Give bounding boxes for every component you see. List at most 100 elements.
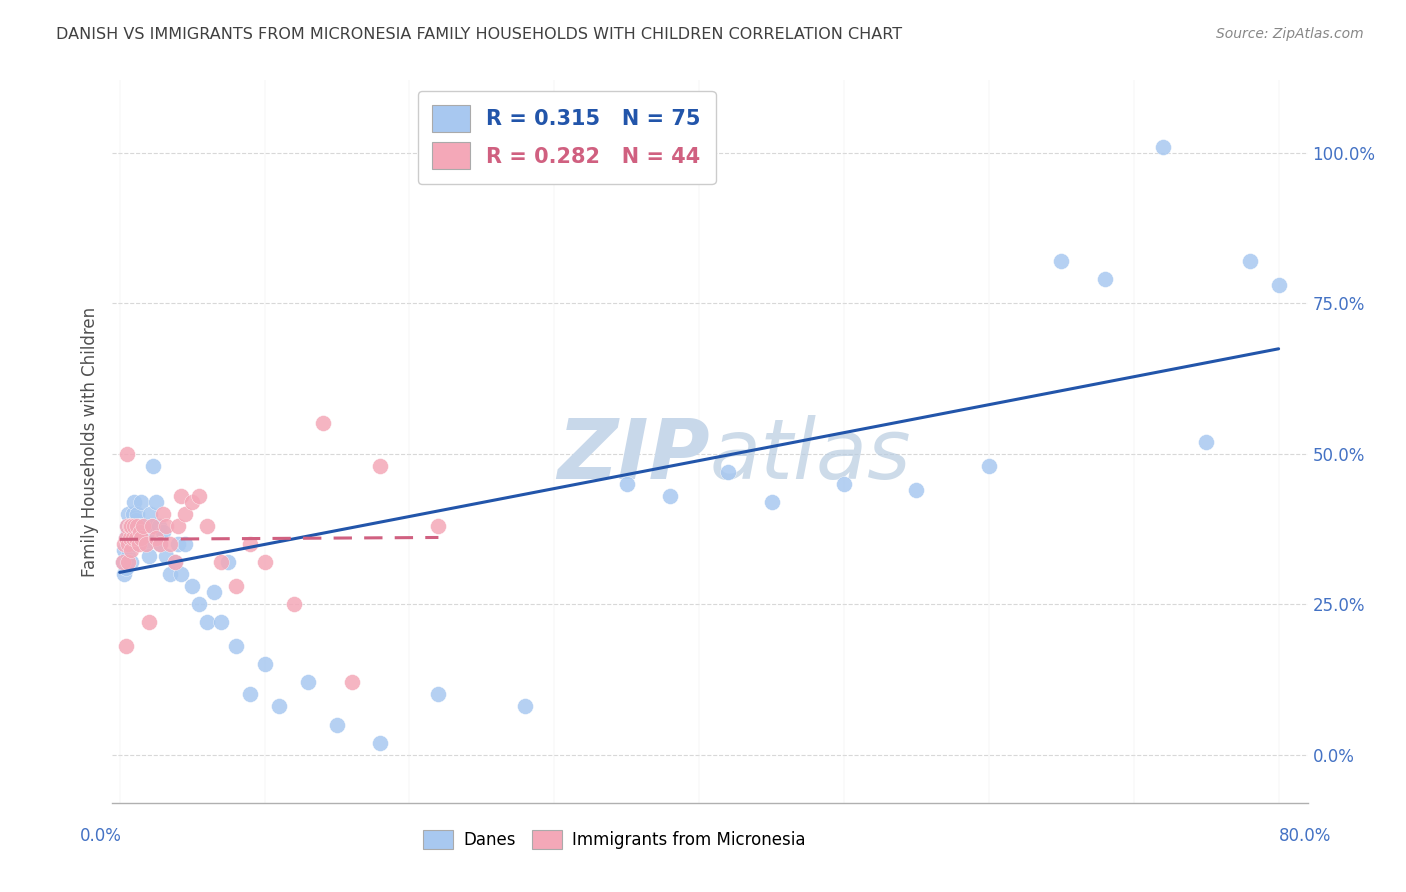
Point: [141, 519, 163, 533]
Text: ZIP: ZIP: [557, 416, 710, 497]
Point: [114, 531, 136, 545]
Point: [1152, 139, 1174, 153]
Point: [188, 597, 211, 611]
Point: [134, 519, 156, 533]
Point: [131, 494, 153, 508]
Point: [121, 507, 143, 521]
Point: [122, 494, 145, 508]
Point: [1195, 434, 1218, 449]
Point: [217, 555, 239, 569]
Point: [202, 585, 225, 599]
Point: [131, 519, 153, 533]
Point: [267, 699, 290, 714]
Point: [311, 417, 333, 431]
Point: [155, 519, 177, 533]
Point: [114, 531, 136, 545]
Point: [127, 507, 149, 521]
Point: [1050, 254, 1073, 268]
Point: [141, 519, 163, 533]
Point: [616, 476, 638, 491]
Point: [174, 537, 197, 551]
Point: [166, 519, 188, 533]
Point: [148, 519, 170, 533]
Point: [253, 657, 276, 672]
Point: [115, 446, 138, 460]
Point: [120, 519, 142, 533]
Point: [152, 507, 174, 521]
Point: [225, 579, 247, 593]
Point: [127, 531, 149, 545]
Point: [163, 555, 186, 569]
Point: [118, 519, 141, 533]
Point: [761, 494, 783, 508]
Point: [121, 531, 143, 545]
Point: [152, 524, 174, 539]
Point: [138, 549, 160, 563]
Text: atlas: atlas: [710, 416, 911, 497]
Point: [120, 555, 142, 569]
Point: [370, 735, 392, 749]
Point: [117, 507, 139, 521]
Point: [127, 519, 149, 533]
Point: [132, 531, 155, 545]
Point: [239, 687, 262, 701]
Point: [131, 531, 153, 545]
Point: [117, 555, 139, 569]
Point: [659, 489, 682, 503]
Point: [117, 537, 139, 551]
Point: [174, 507, 197, 521]
Point: [124, 531, 146, 545]
Point: [135, 537, 157, 551]
Point: [112, 567, 135, 582]
Point: [111, 555, 134, 569]
Text: Source: ZipAtlas.com: Source: ZipAtlas.com: [1216, 27, 1364, 41]
Legend: Danes, Immigrants from Micronesia: Danes, Immigrants from Micronesia: [416, 823, 813, 856]
Text: DANISH VS IMMIGRANTS FROM MICRONESIA FAMILY HOUSEHOLDS WITH CHILDREN CORRELATION: DANISH VS IMMIGRANTS FROM MICRONESIA FAM…: [56, 27, 903, 42]
Point: [124, 513, 146, 527]
Point: [145, 531, 167, 545]
Point: [370, 458, 392, 473]
Point: [181, 579, 204, 593]
Point: [120, 542, 142, 557]
Point: [118, 531, 141, 545]
Point: [1267, 277, 1289, 292]
Point: [115, 519, 138, 533]
Point: [115, 519, 138, 533]
Point: [129, 524, 152, 539]
Point: [128, 537, 150, 551]
Point: [132, 519, 155, 533]
Point: [159, 537, 181, 551]
Point: [118, 531, 141, 545]
Point: [297, 675, 319, 690]
Point: [117, 549, 139, 563]
Point: [340, 675, 363, 690]
Point: [159, 567, 181, 582]
Y-axis label: Family Households with Children: Family Households with Children: [80, 307, 98, 576]
Point: [149, 537, 172, 551]
Point: [124, 524, 146, 539]
Point: [129, 531, 152, 545]
Point: [112, 537, 135, 551]
Point: [122, 519, 145, 533]
Text: 0.0%: 0.0%: [80, 827, 122, 845]
Point: [114, 639, 136, 653]
Point: [136, 524, 159, 539]
Point: [427, 687, 450, 701]
Point: [115, 537, 138, 551]
Point: [111, 555, 134, 569]
Point: [209, 615, 232, 630]
Point: [181, 494, 204, 508]
Point: [427, 519, 450, 533]
Point: [112, 542, 135, 557]
Point: [283, 597, 305, 611]
Point: [188, 489, 211, 503]
Point: [122, 537, 145, 551]
Point: [195, 615, 218, 630]
Point: [169, 567, 191, 582]
Point: [977, 458, 1000, 473]
Point: [169, 489, 191, 503]
Point: [115, 555, 138, 569]
Point: [832, 476, 855, 491]
Point: [128, 519, 150, 533]
Text: 80.0%: 80.0%: [1278, 827, 1331, 845]
